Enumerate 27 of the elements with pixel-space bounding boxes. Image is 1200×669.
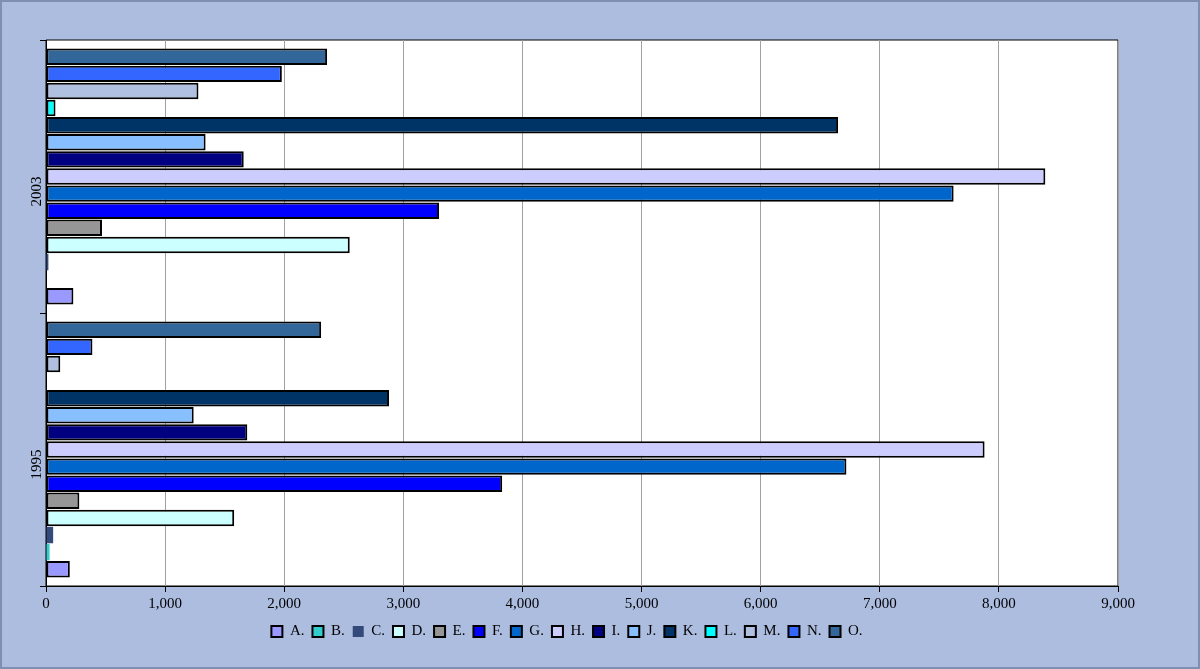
- legend-label: M.: [763, 622, 781, 639]
- legend-label: L.: [723, 622, 737, 639]
- legend-label: B.: [330, 622, 345, 639]
- legend-label: I.: [611, 622, 621, 639]
- legend-label: F.: [491, 622, 503, 639]
- legend-label: A.: [289, 622, 305, 639]
- legend-label: D.: [411, 622, 427, 639]
- x-tick-label: 8,000: [982, 594, 1016, 611]
- x-tick-label: 6,000: [743, 594, 778, 611]
- x-tick-label: 2,000: [267, 594, 302, 611]
- x-tick-label: 3,000: [386, 594, 421, 611]
- x-tick-label: 0: [42, 594, 50, 611]
- legend-label: C.: [371, 622, 385, 639]
- x-tick-label: 1,000: [148, 594, 182, 611]
- y-tick-label: 2003: [27, 176, 44, 207]
- x-tick-label: 4,000: [505, 594, 540, 611]
- legend-label: H.: [570, 622, 586, 639]
- x-tick-label: 9,000: [1101, 594, 1135, 611]
- legend-label: N.: [806, 622, 822, 639]
- legend-label: O.: [848, 622, 863, 639]
- legend-label: J.: [646, 622, 657, 639]
- y-tick-label: 1995: [27, 449, 44, 480]
- x-tick-label: 7,000: [862, 594, 897, 611]
- x-tick-label: 5,000: [624, 594, 659, 611]
- legend-label: E.: [452, 622, 466, 639]
- legend-label: G.: [529, 622, 544, 639]
- legend-label: K.: [682, 622, 698, 639]
